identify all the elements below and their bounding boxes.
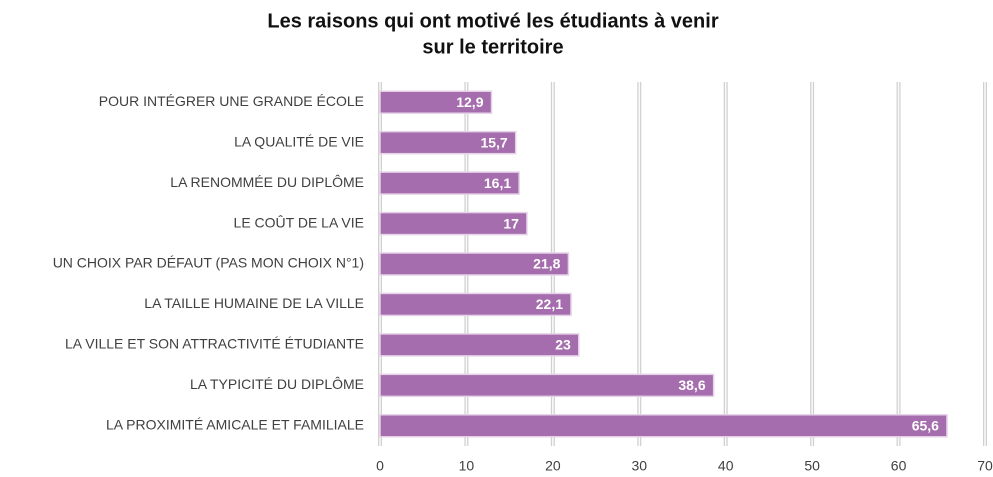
chart-subtitle: sur le territoire [422,36,563,58]
bar [379,90,493,114]
value-label: 65,6 [912,417,939,433]
y-tick-label: POUR INTÉGRER UNE GRANDE ÉCOLE [99,93,364,109]
x-tick-label: 70 [977,458,993,474]
value-label: 15,7 [480,134,507,150]
y-tick-label: LA PROXIMITÉ AMICALE ET FAMILIALE [106,416,364,432]
x-tick-label: 0 [376,458,384,474]
y-tick-label: LA QUALITÉ DE VIE [234,133,364,149]
bar [379,171,520,195]
bar [379,373,715,398]
value-label: 38,6 [678,377,705,393]
y-tick-label: UN CHOIX PAR DÉFAUT (PAS MON CHOIX N°1) [53,255,364,271]
bar [379,130,517,155]
bar [379,333,580,357]
value-label: 12,9 [456,94,483,110]
y-tick-label: LA RENOMMÉE DU DIPLÔME [170,174,364,190]
y-tick-label: LA TYPICITÉ DU DIPLÔME [190,376,364,392]
value-label: 21,8 [533,256,560,272]
bar [379,414,948,438]
x-tick-label: 10 [459,458,475,474]
bar [379,211,528,236]
value-label: 17 [503,215,519,231]
bar [379,292,572,317]
value-label: 23 [555,337,571,353]
x-tick-label: 20 [545,458,561,474]
x-tick-label: 60 [891,458,907,474]
y-tick-label: LE COÛT DE LA VIE [234,214,364,230]
y-tick-label: LA VILLE ET SON ATTRACTIVITÉ ÉTUDIANTE [65,336,364,352]
value-label: 22,1 [536,296,563,312]
x-tick-label: 40 [718,458,734,474]
x-tick-label: 50 [804,458,820,474]
y-tick-label: LA TAILLE HUMAINE DE LA VILLE [144,295,364,311]
bar [379,252,570,276]
value-label: 16,1 [484,175,511,191]
chart-title: Les raisons qui ont motivé les étudiants… [267,10,718,32]
x-tick-label: 30 [631,458,647,474]
